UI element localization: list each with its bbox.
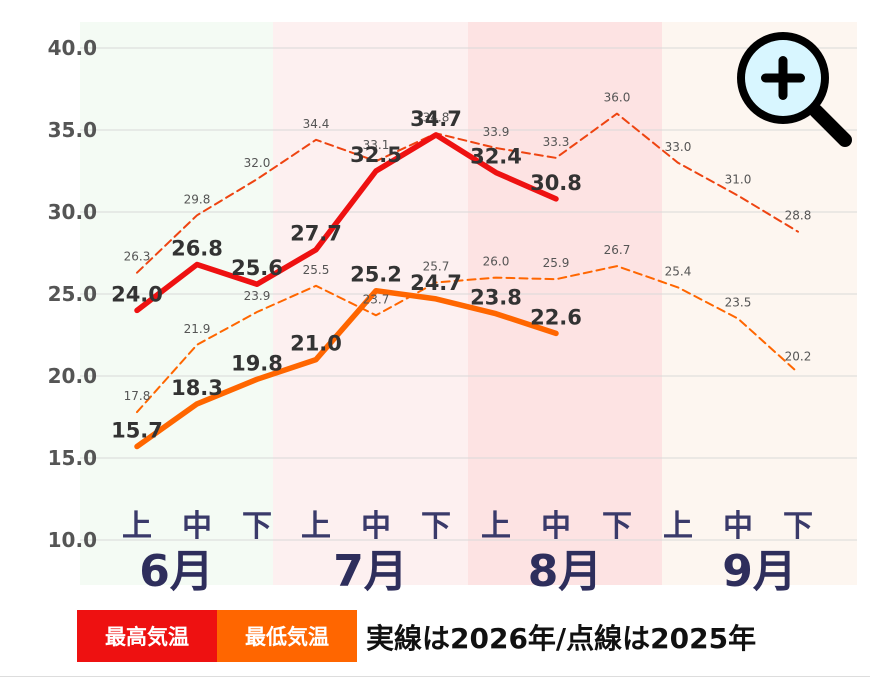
data-label-2025: 20.2 [785, 350, 812, 364]
data-label-2025: 33.0 [665, 140, 692, 154]
data-label-2026: 30.8 [530, 171, 582, 195]
data-label-2026: 23.8 [470, 286, 522, 310]
period-label: 下 [242, 509, 272, 544]
data-label-2025: 32.0 [244, 156, 271, 170]
series-line-2025-max [136, 112, 799, 274]
y-axis-ticks: 10.0 15.0 20.0 25.0 30.0 35.0 40.0 [48, 36, 97, 552]
data-label-2025: 29.8 [184, 192, 211, 206]
data-label-2025: 34.4 [303, 117, 330, 131]
x-axis-labels: 上中下6月上中下7月上中下8月上中下9月 [122, 509, 813, 597]
period-label: 中 [361, 509, 391, 544]
data-label-2025: 23.5 [725, 296, 752, 310]
data-label-2026: 18.3 [171, 376, 223, 400]
legend-max-temp: 最高気温 [77, 610, 217, 662]
series-line-2026-min [134, 287, 559, 450]
month-label: 8月 [528, 546, 603, 597]
data-label-2025: 23.7 [363, 292, 390, 306]
data-label-2025: 33.9 [483, 125, 510, 139]
data-label-2026: 25.2 [350, 263, 402, 287]
month-band-8 [468, 22, 662, 585]
period-label: 下 [783, 509, 813, 544]
data-label-2025: 31.0 [725, 173, 752, 187]
data-label-2026: 27.7 [290, 222, 342, 246]
period-label: 上 [122, 509, 152, 544]
period-label: 下 [421, 509, 451, 544]
data-label-2025: 21.9 [184, 322, 211, 336]
data-label-2026: 24.0 [111, 282, 163, 306]
data-label-2025: 33.3 [543, 135, 570, 149]
data-label-2025: 25.5 [303, 263, 330, 277]
grid-lines [80, 47, 857, 541]
data-label-2025: 23.9 [244, 289, 271, 303]
data-label-2026: 26.8 [171, 236, 223, 260]
period-label: 下 [602, 509, 632, 544]
period-label: 上 [481, 509, 511, 544]
y-tick-label: 25.0 [48, 282, 97, 306]
month-band-7 [273, 22, 468, 585]
data-label-2026: 32.4 [470, 145, 522, 169]
data-label-2025: 33.1 [363, 138, 390, 152]
data-label-2025: 25.7 [423, 260, 450, 274]
period-label: 中 [541, 509, 571, 544]
data-label-2026: 25.6 [231, 256, 283, 280]
legend-note: 実線は2026年/点線は2025年 [366, 622, 757, 655]
data-label-2026: 32.5 [350, 143, 402, 167]
legend-min-temp: 最低気温 [217, 610, 357, 662]
data-label-2026: 22.6 [530, 305, 582, 329]
series-layer [134, 112, 799, 450]
data-label-2025: 36.0 [604, 91, 631, 105]
y-tick-label: 40.0 [48, 36, 97, 60]
period-label: 上 [301, 509, 331, 544]
data-label-2025: 26.0 [483, 255, 510, 269]
zoom-in-icon[interactable] [737, 32, 852, 147]
period-label: 中 [723, 509, 753, 544]
series-line-2025-min [136, 265, 799, 414]
data-label-2025: 34.8 [423, 110, 450, 124]
data-label-2025: 26.3 [124, 250, 151, 264]
data-label-2026: 24.7 [410, 271, 462, 295]
data-label-2026: 15.7 [111, 419, 163, 443]
y-tick-label: 20.0 [48, 364, 97, 388]
y-tick-label: 30.0 [48, 200, 97, 224]
data-labels: 26.3 29.8 32.0 34.4 33.1 34.8 33.9 33.3 36.0 33.0… [111, 91, 811, 443]
month-label: 9月 [722, 546, 797, 597]
data-label-2026: 21.0 [290, 332, 342, 356]
y-tick-label: 15.0 [48, 446, 97, 470]
period-label: 上 [663, 509, 693, 544]
data-label-2026: 19.8 [231, 351, 283, 375]
month-band-6 [80, 22, 273, 585]
temperature-chart: 10.0 15.0 20.0 25.0 30.0 35.0 40.0 26.3 29.8 32.… [48, 22, 857, 597]
y-tick-label: 10.0 [48, 528, 97, 552]
bottom-divider [0, 676, 870, 677]
data-label-2025: 17.8 [124, 389, 151, 403]
period-label: 中 [182, 509, 212, 544]
y-tick-label: 35.0 [48, 118, 97, 142]
month-label: 6月 [139, 546, 214, 597]
data-label-2026: 34.7 [410, 107, 462, 131]
series-line-2026-max [134, 132, 559, 314]
data-label-2025: 26.7 [604, 243, 631, 257]
data-label-2025: 25.4 [665, 264, 692, 278]
data-label-2025: 28.8 [785, 209, 812, 223]
data-label-2025: 25.9 [543, 256, 570, 270]
month-label: 7月 [333, 546, 408, 597]
